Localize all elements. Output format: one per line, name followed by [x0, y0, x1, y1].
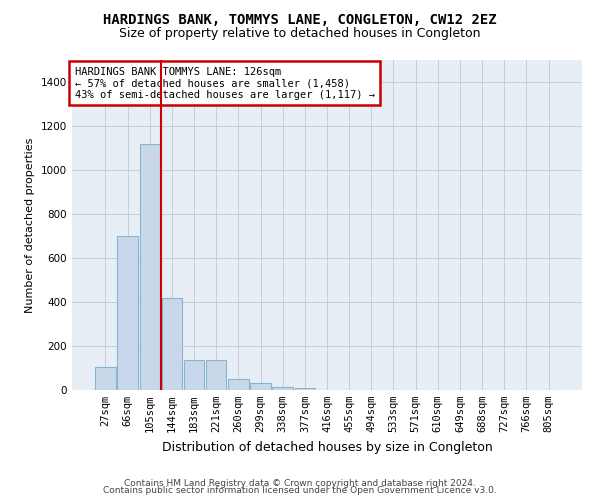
- Text: HARDINGS BANK TOMMYS LANE: 126sqm
← 57% of detached houses are smaller (1,458)
4: HARDINGS BANK TOMMYS LANE: 126sqm ← 57% …: [74, 66, 374, 100]
- Bar: [140, 144, 160, 390]
- Bar: [161, 298, 182, 390]
- X-axis label: Distribution of detached houses by size in Congleton: Distribution of detached houses by size …: [161, 440, 493, 454]
- Bar: [272, 386, 293, 390]
- Bar: [95, 367, 116, 390]
- Text: Contains HM Land Registry data © Crown copyright and database right 2024.: Contains HM Land Registry data © Crown c…: [124, 478, 476, 488]
- Bar: [118, 236, 138, 390]
- Y-axis label: Number of detached properties: Number of detached properties: [25, 138, 35, 312]
- Bar: [206, 360, 226, 390]
- Bar: [184, 360, 204, 390]
- Bar: [228, 379, 248, 390]
- Text: Contains public sector information licensed under the Open Government Licence v3: Contains public sector information licen…: [103, 486, 497, 495]
- Text: Size of property relative to detached houses in Congleton: Size of property relative to detached ho…: [119, 28, 481, 40]
- Bar: [250, 384, 271, 390]
- Text: HARDINGS BANK, TOMMYS LANE, CONGLETON, CW12 2EZ: HARDINGS BANK, TOMMYS LANE, CONGLETON, C…: [103, 12, 497, 26]
- Bar: [295, 388, 315, 390]
